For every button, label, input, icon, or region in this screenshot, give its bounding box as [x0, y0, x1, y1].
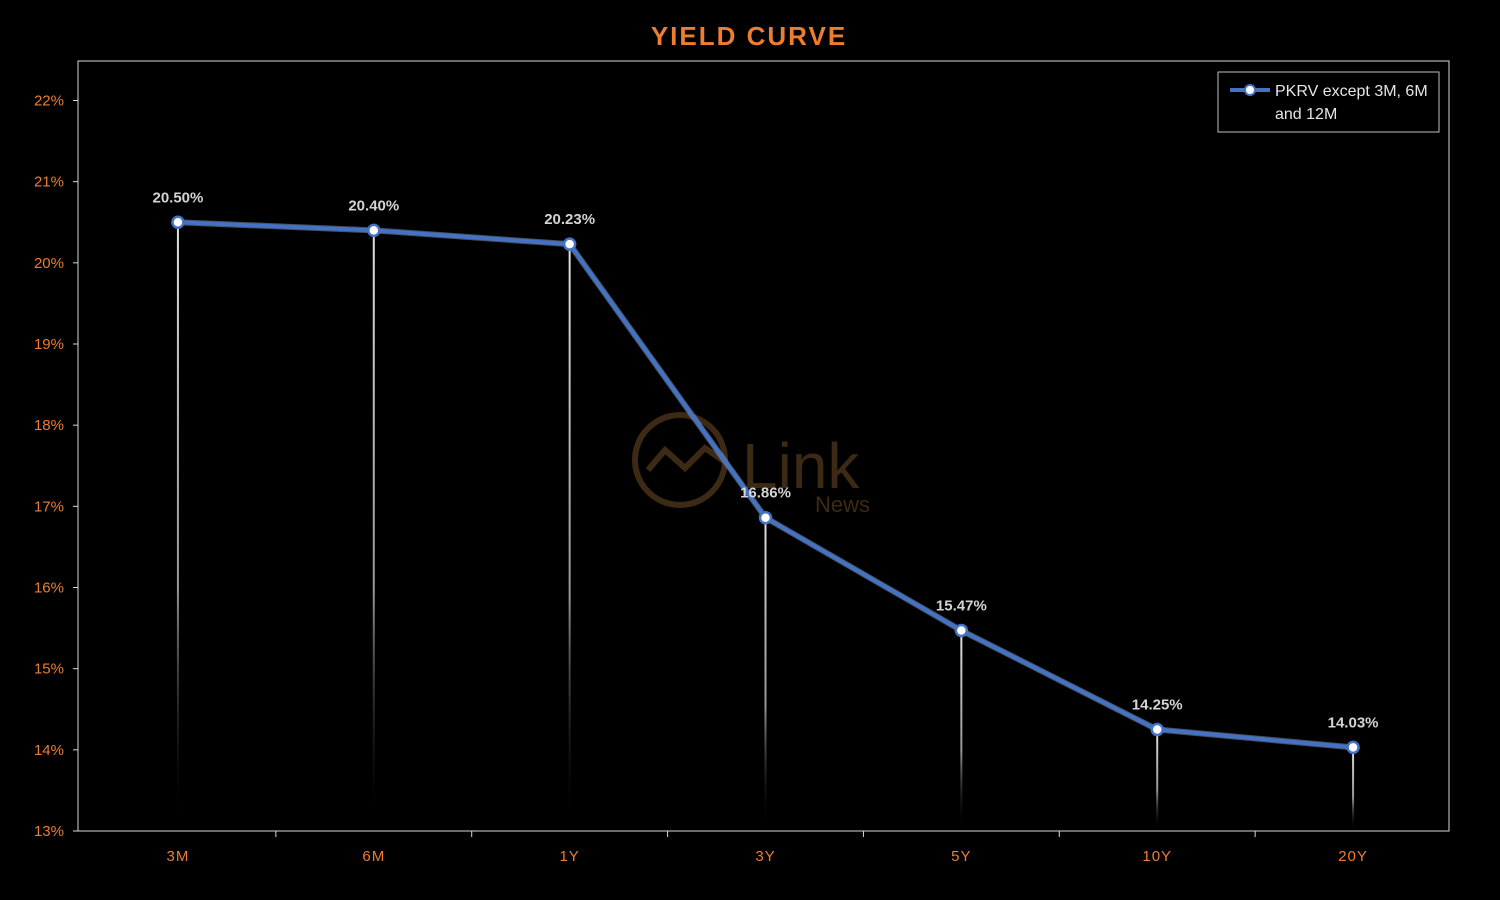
- data-point-marker: [758, 510, 773, 525]
- link-news-watermark: Link News: [632, 412, 870, 517]
- y-tick-label: 13%: [34, 823, 64, 840]
- chart-title: YIELD CURVE: [651, 21, 847, 51]
- x-tick-label: 3Y: [755, 848, 775, 865]
- data-label: 16.86%: [740, 485, 791, 502]
- data-label: 20.40%: [348, 197, 399, 214]
- watermark-sub-text: News: [815, 492, 870, 517]
- y-tick-label: 19%: [34, 336, 64, 353]
- drop-line: [176, 222, 179, 831]
- legend: PKRV except 3M, 6M and 12M: [1217, 71, 1440, 133]
- y-tick-label: 15%: [34, 661, 64, 678]
- data-label: 20.50%: [152, 189, 203, 206]
- drop-lines: [176, 222, 1355, 832]
- drop-line: [764, 517, 767, 831]
- data-point-marker: [562, 237, 577, 251]
- x-axis: 3M 6M 1Y 3Y 5Y 10Y 20Y: [167, 831, 1368, 865]
- data-label: 14.03%: [1328, 714, 1379, 731]
- legend-box: [1217, 71, 1440, 133]
- x-tick-label: 5Y: [951, 848, 971, 865]
- y-tick-label: 22%: [34, 93, 64, 110]
- data-point-marker: [1150, 722, 1164, 737]
- data-point-marker: [367, 223, 381, 238]
- x-tick-label: 10Y: [1142, 848, 1172, 865]
- legend-marker-icon: [1244, 84, 1256, 96]
- x-tick-label: 20Y: [1338, 848, 1368, 865]
- plot-area: [77, 60, 1450, 832]
- y-tick-label: 20%: [34, 255, 64, 272]
- drop-line: [372, 230, 375, 831]
- data-point-marker: [1346, 740, 1360, 755]
- watermark-trend-icon: [645, 444, 727, 473]
- drop-line: [960, 630, 963, 831]
- data-label: 14.25%: [1132, 697, 1183, 714]
- data-labels: 20.50% 20.40% 20.23% 16.86% 15.47% 14.25% 14.0…: [152, 189, 1378, 731]
- watermark-main-text: Link: [742, 430, 860, 502]
- drop-line: [1156, 729, 1159, 831]
- y-tick-label: 17%: [34, 498, 64, 515]
- y-axis: 13% 14% 15% 16% 17% 18% 19% 20% 21% 22%: [34, 93, 78, 840]
- data-point-marker: [954, 623, 969, 638]
- data-point-marker: [171, 215, 185, 229]
- y-tick-label: 16%: [34, 580, 64, 597]
- y-tick-label: 18%: [34, 417, 64, 434]
- y-tick-label: 21%: [34, 174, 64, 191]
- series-markers: [171, 215, 1360, 755]
- drop-line: [1352, 747, 1355, 831]
- x-tick-label: 6M: [362, 848, 385, 865]
- x-tick-label: 1Y: [559, 848, 579, 865]
- data-label: 15.47%: [936, 598, 987, 615]
- legend-label-line1: PKRV except 3M, 6M: [1275, 83, 1428, 100]
- data-label: 20.23%: [544, 211, 595, 228]
- x-tick-label: 3M: [167, 848, 190, 865]
- legend-label-line2: and 12M: [1275, 106, 1337, 123]
- y-tick-label: 14%: [34, 742, 64, 759]
- drop-line: [568, 244, 571, 832]
